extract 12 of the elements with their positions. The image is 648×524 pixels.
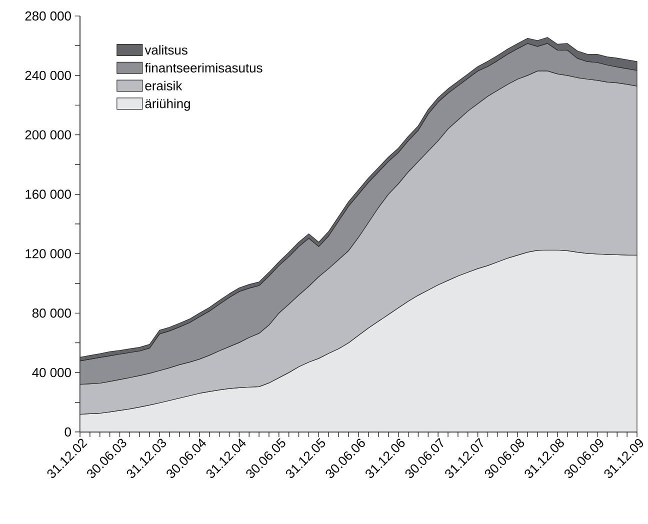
legend-label: valitsus bbox=[144, 45, 188, 55]
y-tick-label: 0 bbox=[64, 427, 71, 437]
legend-label: eraisik bbox=[145, 80, 182, 90]
legend-label: finantseerimisasutus bbox=[144, 62, 262, 73]
y-tick-label: 80 000 bbox=[32, 308, 71, 318]
y-tick-label: 280 000 bbox=[25, 11, 71, 21]
y-tick-label: 160 000 bbox=[26, 190, 71, 199]
y-tick-label: 240 000 bbox=[25, 70, 71, 80]
y-tick-label: 200 000 bbox=[25, 130, 71, 140]
y-tick-label: 120 000 bbox=[26, 249, 71, 258]
y-tick-label: 40 000 bbox=[32, 368, 71, 378]
legend-label: äriühing bbox=[145, 98, 190, 111]
